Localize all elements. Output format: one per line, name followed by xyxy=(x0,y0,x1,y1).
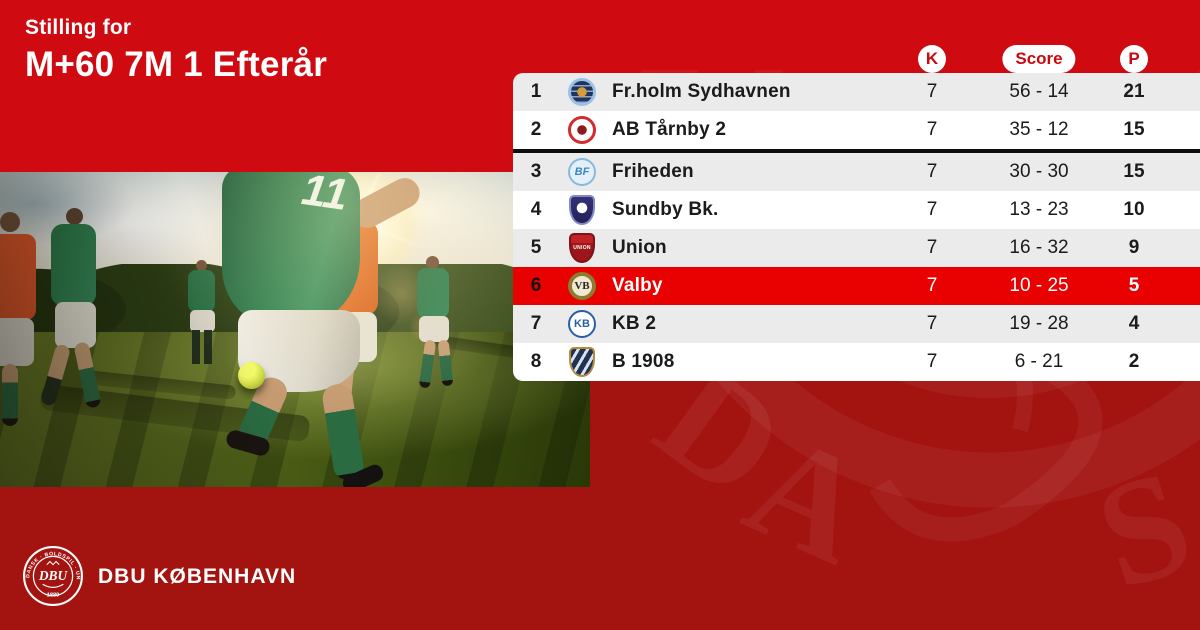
position: 5 xyxy=(530,237,542,258)
badge-kb-icon: KB xyxy=(568,310,596,338)
badge-valby-icon: VB xyxy=(568,272,596,300)
points: 5 xyxy=(1128,275,1140,296)
goal-score: 19 - 28 xyxy=(1009,313,1069,334)
photo-warm-tint-overlay xyxy=(0,172,590,487)
team-name: Sundby Bk. xyxy=(612,199,719,220)
goal-score: 13 - 23 xyxy=(1009,199,1069,220)
brand-name: DBU KØBENHAVN xyxy=(98,565,297,588)
team-name: Friheden xyxy=(612,161,694,182)
goal-score: 30 - 30 xyxy=(1009,161,1069,182)
matches-played: 7 xyxy=(926,199,938,220)
table-row: 1 Fr.holm Sydhavnen 7 56 - 14 21 xyxy=(513,73,1200,111)
goal-score: 56 - 14 xyxy=(1009,81,1069,102)
position: 3 xyxy=(530,161,542,182)
team-name: KB 2 xyxy=(612,313,657,334)
points: 21 xyxy=(1123,81,1145,102)
position: 1 xyxy=(530,81,542,102)
goal-score: 16 - 32 xyxy=(1009,237,1069,258)
table-row-highlighted-valby: 6 VB Valby 7 10 - 25 5 xyxy=(513,267,1200,305)
points: 15 xyxy=(1123,161,1145,182)
badge-ab-tarnby-icon xyxy=(568,116,596,144)
badge-friheden-icon: BF xyxy=(568,158,596,186)
points: 4 xyxy=(1128,313,1140,334)
goal-score: 35 - 12 xyxy=(1009,119,1069,140)
badge-b1908-icon xyxy=(569,347,595,377)
svg-text:1889: 1889 xyxy=(47,593,60,599)
matches-played: 7 xyxy=(926,275,938,296)
column-header-points: P xyxy=(1120,45,1148,73)
headline: Stilling for M+60 7M 1 Efterår xyxy=(25,16,327,85)
page-title: M+60 7M 1 Efterår xyxy=(25,45,328,84)
matches-played: 7 xyxy=(926,161,938,182)
points: 10 xyxy=(1123,199,1145,220)
matches-played: 7 xyxy=(926,119,938,140)
points: 2 xyxy=(1128,351,1140,372)
matches-played: 7 xyxy=(926,351,938,372)
team-name: AB Tårnby 2 xyxy=(612,119,727,140)
standings-table: K Score P 1 Fr.holm Sydhavnen 7 56 - 14 … xyxy=(513,45,1200,381)
table-row: 5 UNION Union 7 16 - 32 9 xyxy=(513,229,1200,267)
dbu-seal-logo: DANSK · BOLDSPIL · UNION 1889 DBU xyxy=(22,545,83,606)
position: 4 xyxy=(530,199,542,220)
table-row: 2 AB Tårnby 2 7 35 - 12 15 xyxy=(513,111,1200,149)
table-row: 3 BF Friheden 7 30 - 30 15 xyxy=(513,153,1200,191)
points: 15 xyxy=(1123,119,1145,140)
team-name: Fr.holm Sydhavnen xyxy=(612,81,791,102)
table-row: 4 Sundby Bk. 7 13 - 23 10 xyxy=(513,191,1200,229)
badge-sundby-bk-icon xyxy=(569,195,595,225)
matches-played: 7 xyxy=(926,237,938,258)
badge-union-icon: UNION xyxy=(569,233,595,263)
column-header-score: Score xyxy=(1002,45,1076,73)
team-name: B 1908 xyxy=(612,351,675,372)
footer-brand: DANSK · BOLDSPIL · UNION 1889 DBU DBU KØ… xyxy=(22,545,296,607)
position: 2 xyxy=(530,119,542,140)
headline-eyebrow: Stilling for xyxy=(25,16,132,39)
column-header-matches: K xyxy=(918,45,946,73)
svg-text:A: A xyxy=(725,400,891,596)
position: 7 xyxy=(530,313,542,334)
matches-played: 7 xyxy=(926,313,938,334)
points: 9 xyxy=(1128,237,1140,258)
position: 6 xyxy=(530,275,542,296)
matches-played: 7 xyxy=(926,81,938,102)
team-name: Union xyxy=(612,237,667,258)
svg-text:DBU: DBU xyxy=(38,568,69,583)
badge-frholm-sydhavnen-icon xyxy=(568,78,596,106)
table-row: 8 B 1908 7 6 - 21 2 xyxy=(513,343,1200,381)
goal-score: 6 - 21 xyxy=(1014,351,1064,372)
team-name: Valby xyxy=(612,275,663,296)
match-photo: 11 xyxy=(0,172,590,487)
position: 8 xyxy=(530,351,542,372)
table-row: 7 KB KB 2 7 19 - 28 4 xyxy=(513,305,1200,343)
goal-score: 10 - 25 xyxy=(1009,275,1069,296)
promotion-line-divider xyxy=(513,149,1200,153)
svg-text:S: S xyxy=(1079,438,1200,622)
